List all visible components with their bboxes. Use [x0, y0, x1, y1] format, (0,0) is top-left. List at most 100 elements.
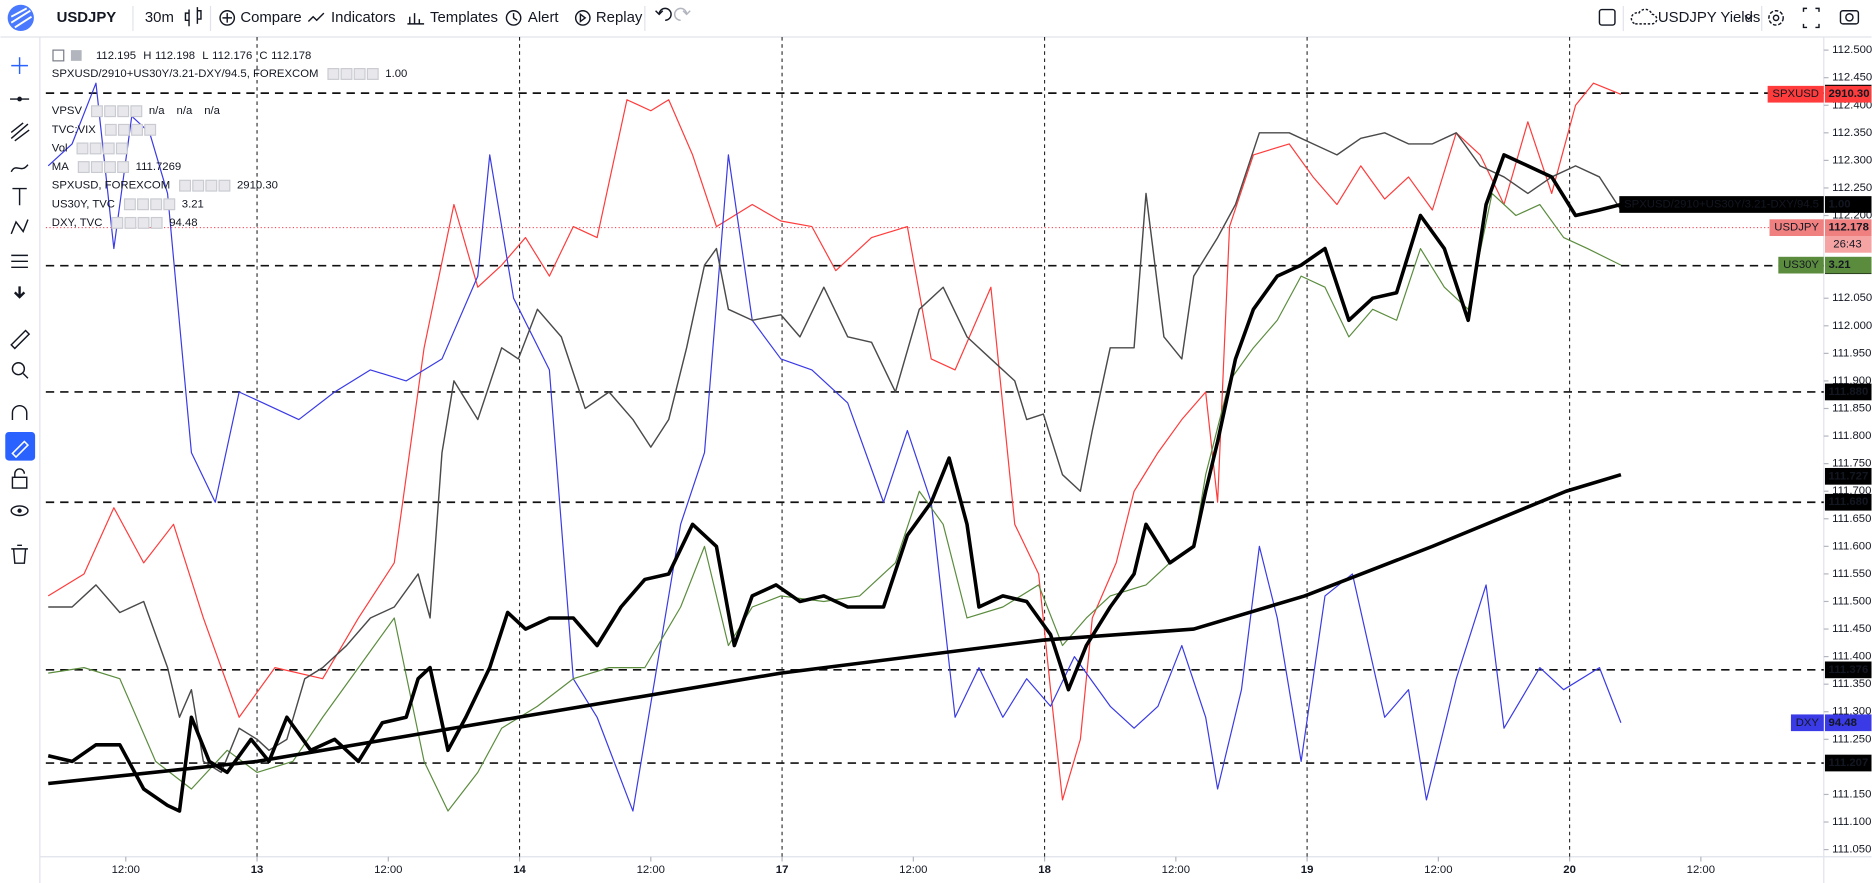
- x-tick-label: 12:00: [637, 864, 665, 876]
- legend-button[interactable]: [89, 142, 102, 155]
- prediction-tool[interactable]: [11, 254, 28, 269]
- legend-button[interactable]: [76, 142, 89, 155]
- legend-button[interactable]: [104, 123, 117, 136]
- ohlc-value: 112.176: [212, 50, 252, 62]
- ohlc-value: 112.178: [271, 50, 311, 62]
- text-tool[interactable]: [12, 187, 27, 206]
- more-tools[interactable]: [13, 286, 26, 299]
- legend-name[interactable]: VPSV: [52, 105, 83, 117]
- series-badge: [1619, 196, 1824, 213]
- price-badge-label: 111.207: [1829, 757, 1869, 769]
- legend-button[interactable]: [144, 123, 157, 136]
- compare-icon: [219, 10, 236, 26]
- ruler-tool[interactable]: [10, 329, 31, 350]
- redo-button[interactable]: [674, 7, 691, 22]
- legend-button[interactable]: [104, 161, 116, 174]
- legend-button[interactable]: [90, 161, 103, 174]
- crosshair-tool[interactable]: [11, 57, 28, 74]
- settings-button[interactable]: [1768, 10, 1784, 26]
- y-tick-label: 112.050: [1832, 292, 1872, 304]
- drawing-toolbar: [5, 36, 41, 883]
- snapshot-button[interactable]: [1839, 10, 1860, 25]
- legend-name[interactable]: MA: [52, 161, 69, 173]
- price-badge: [1824, 467, 1872, 485]
- fullscreen-button[interactable]: [1802, 7, 1820, 29]
- ohlc-key: H: [143, 50, 151, 62]
- fullscreen-toggle[interactable]: [1598, 8, 1616, 26]
- legend-button[interactable]: [115, 142, 128, 155]
- legend-button[interactable]: [353, 68, 366, 80]
- legend-button[interactable]: [123, 198, 136, 211]
- legend-button[interactable]: [327, 68, 340, 80]
- legend-button[interactable]: [117, 161, 130, 174]
- series-line: [47, 153, 1622, 813]
- y-tick-label: 111.800: [1832, 430, 1871, 442]
- legend-name[interactable]: US30Y, TVC: [52, 198, 115, 210]
- logo[interactable]: [7, 4, 34, 32]
- legend-button[interactable]: [137, 198, 150, 211]
- legend-button[interactable]: [131, 123, 144, 136]
- series-line: [47, 82, 1622, 801]
- chart-type-icon[interactable]: [184, 7, 202, 27]
- legend-button[interactable]: [90, 105, 103, 118]
- fib-tool[interactable]: [10, 122, 30, 142]
- legend-button[interactable]: [192, 179, 205, 192]
- legend-button[interactable]: [150, 198, 163, 211]
- legend-name[interactable]: TVC:VIX: [52, 124, 97, 136]
- legend-button[interactable]: [77, 161, 90, 174]
- series-badge-name: SPXUSD: [1772, 88, 1819, 100]
- price-badge-label: 111.376: [1829, 664, 1869, 676]
- legend-name[interactable]: DXY, TVC: [52, 217, 103, 229]
- legend-button[interactable]: [150, 216, 163, 229]
- legend-button[interactable]: [104, 105, 117, 118]
- brush-tool[interactable]: [10, 164, 29, 173]
- legend-value: n/a: [204, 105, 220, 117]
- zoom-tool[interactable]: [11, 362, 26, 376]
- price-badge: [1824, 661, 1872, 679]
- layout-name[interactable]: USDJPY Yields: [1658, 10, 1760, 26]
- y-tick-label: 111.600: [1832, 540, 1871, 552]
- remove-tool[interactable]: [11, 544, 28, 564]
- y-tick-label: 111.550: [1832, 568, 1871, 580]
- legend-button[interactable]: [163, 198, 176, 211]
- layout-dropdown[interactable]: [1744, 15, 1753, 21]
- legend-button[interactable]: [111, 216, 124, 229]
- legend-name[interactable]: Vol: [52, 142, 68, 154]
- legend-value: n/a: [149, 105, 165, 117]
- undo-button[interactable]: [655, 7, 672, 22]
- replay-button[interactable]: Replay: [596, 10, 643, 26]
- legend-button[interactable]: [179, 179, 192, 192]
- legend-button[interactable]: [340, 68, 353, 80]
- legend-collapse[interactable]: [52, 49, 65, 62]
- logo-mark: [10, 7, 33, 29]
- legend-value: 94.48: [169, 217, 197, 229]
- magnet-tool[interactable]: [11, 405, 28, 421]
- legend-button[interactable]: [102, 142, 115, 155]
- legend-button[interactable]: [205, 179, 218, 192]
- legend-name[interactable]: SPXUSD/2910+US30Y/3.21-DXY/94.5, FOREXCO…: [52, 68, 319, 80]
- lock-tool[interactable]: [11, 476, 28, 489]
- legend-button[interactable]: [117, 105, 130, 118]
- x-tick-label: 12:00: [1162, 864, 1190, 876]
- series-line: [48, 472, 1622, 786]
- legend-button[interactable]: [366, 68, 379, 80]
- indicators-button[interactable]: Indicators: [331, 10, 396, 26]
- legend-button[interactable]: [218, 179, 231, 192]
- pattern-tool[interactable]: [10, 219, 29, 235]
- legend-button[interactable]: [130, 105, 143, 118]
- interval[interactable]: 30m: [145, 10, 174, 26]
- legend-name[interactable]: SPXUSD, FOREXCOM: [52, 180, 170, 192]
- lock-tool: [14, 468, 26, 478]
- legend-button[interactable]: [124, 216, 137, 229]
- y-tick-label: 111.500: [1832, 595, 1871, 607]
- compare-button[interactable]: Compare: [240, 10, 301, 26]
- templates-button[interactable]: Templates: [430, 10, 498, 26]
- legend-button[interactable]: [137, 216, 150, 229]
- x-tick-label: 14: [513, 864, 526, 876]
- hide-tool[interactable]: [10, 505, 29, 517]
- alert-button[interactable]: Alert: [528, 10, 560, 26]
- symbol[interactable]: USDJPY: [57, 10, 117, 26]
- alert-icon: [512, 13, 518, 21]
- y-tick-label: 111.400: [1832, 651, 1871, 663]
- legend-button[interactable]: [117, 123, 130, 136]
